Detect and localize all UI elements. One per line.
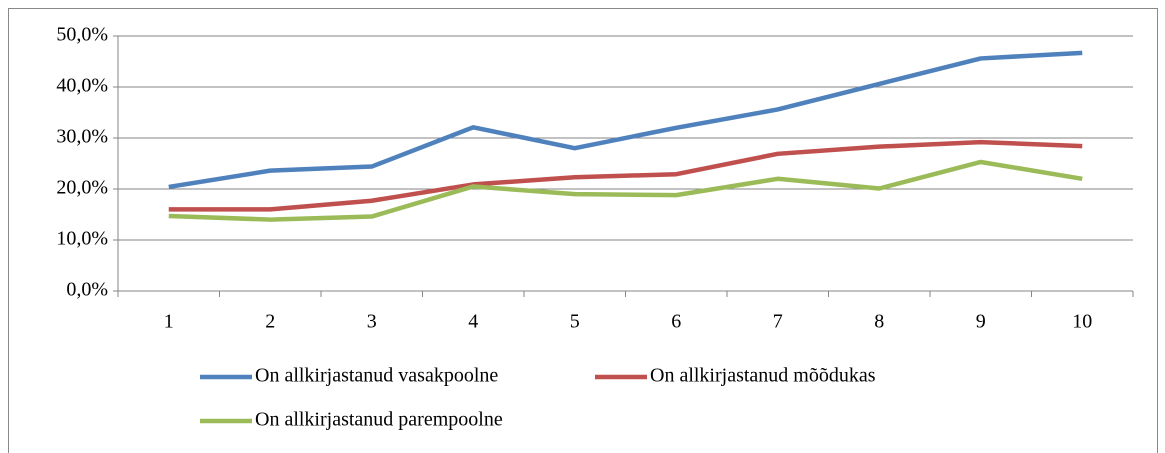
legend-label: On allkirjastanud parempoolne bbox=[255, 409, 503, 431]
x-tick-label: 7 bbox=[773, 311, 783, 333]
x-tick-label: 4 bbox=[468, 311, 478, 333]
y-tick-label: 20,0% bbox=[56, 177, 108, 199]
x-tick-label: 6 bbox=[671, 311, 681, 333]
legend-label: On allkirjastanud mõõdukas bbox=[650, 365, 876, 387]
y-tick-label: 40,0% bbox=[56, 75, 108, 97]
x-tick-label: 10 bbox=[1072, 311, 1092, 333]
legend-label: On allkirjastanud vasakpoolne bbox=[255, 365, 498, 387]
series-line bbox=[168, 159, 1083, 222]
y-tick-label: 10,0% bbox=[56, 228, 108, 250]
x-tick-label: 5 bbox=[570, 311, 580, 333]
x-tick-label: 3 bbox=[367, 311, 377, 333]
x-tick-label: 1 bbox=[164, 311, 174, 333]
x-tick-label: 2 bbox=[265, 311, 275, 333]
series-line bbox=[168, 50, 1083, 190]
x-tick-label: 8 bbox=[874, 311, 884, 333]
y-tick-label: 50,0% bbox=[56, 24, 108, 46]
y-tick-label: 30,0% bbox=[56, 126, 108, 148]
x-tick-label: 9 bbox=[976, 311, 986, 333]
chart-frame bbox=[8, 8, 1158, 453]
y-tick-label: 0,0% bbox=[66, 279, 108, 301]
series-line bbox=[168, 139, 1083, 212]
